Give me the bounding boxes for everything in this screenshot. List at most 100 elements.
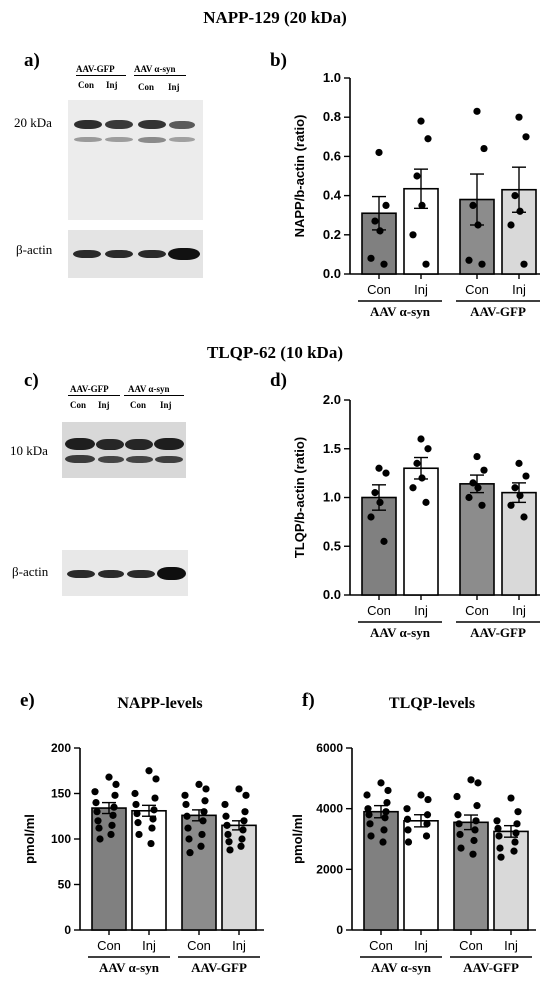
blot-c-lane-2: Inj [98, 400, 110, 410]
chart-d-group-label: AAV α-syn [370, 625, 431, 640]
tlqp-section-title: TLQP-62 (10 kDa) [207, 343, 343, 362]
panel-letter-c: c) [24, 370, 39, 391]
chart-b-data-point [367, 254, 375, 262]
chart-b-data-point [424, 135, 432, 143]
chart-e-data-point [135, 830, 143, 839]
chart-e-data-point [151, 794, 159, 802]
chart-d-data-point [511, 484, 519, 492]
chart-b-data-point [522, 133, 530, 141]
chart-d-bar [403, 467, 439, 596]
chart-f-ylabel: pmol/ml [290, 814, 305, 864]
chart-f-bar [453, 821, 489, 931]
blot-c-group2-label: AAV α-syn [128, 384, 170, 394]
chart-d-category-label: Con [367, 603, 391, 618]
chart-d-category-label: Inj [414, 603, 428, 618]
chart-e-data-point [241, 808, 249, 816]
blot-a-lane-3: Con [138, 82, 155, 92]
chart-b-category-label: Con [465, 282, 489, 297]
chart-e-data-point [93, 808, 101, 816]
chart-e-data-point [223, 821, 231, 829]
chart-d-category-label: Inj [512, 603, 526, 618]
chart-e-data-point [95, 824, 103, 832]
blot-c-group1-line [68, 395, 120, 396]
chart-f-data-point [367, 832, 375, 840]
chart-e-category-label: Con [187, 938, 211, 953]
chart-d-data-point [382, 469, 390, 477]
blot-a-napp-membrane [68, 100, 203, 220]
chart-e-data-point [237, 842, 245, 850]
chart-d-bar [459, 483, 495, 596]
blot-a-actin-label: β-actin [16, 242, 53, 257]
chart-d-group-label: AAV-GFP [470, 625, 526, 640]
chart-d-data-point [371, 489, 379, 497]
chart-e-data-point [148, 824, 156, 832]
panel-letter-a: a) [24, 50, 40, 71]
chart-f-data-point [493, 817, 501, 825]
chart-f-data-point [456, 830, 464, 839]
panel-letter-d: d) [270, 370, 287, 391]
chart-e-data-point [112, 780, 120, 788]
chart-d-ytick-label: 0.0 [323, 587, 341, 602]
chart-f-data-point [471, 826, 479, 834]
chart-e-group-label: AAV α-syn [99, 960, 160, 975]
western-blot-c: AAV-GFP AAV α-syn Con Inj Con Inj 10 kDa… [0, 380, 260, 640]
chart-e-data-point [108, 821, 116, 829]
chart-f-data-point [379, 838, 387, 846]
chart-d-data-point [465, 493, 473, 502]
chart-e-data-point [222, 812, 230, 820]
chart-f-data-point [455, 820, 463, 828]
chart-d-data-point [424, 445, 432, 453]
chart-e-data-point [145, 767, 153, 775]
chart-e-data-point [150, 806, 158, 814]
chart-e-data-point [181, 791, 189, 799]
blot-c-actin-label: β-actin [12, 564, 49, 579]
chart-b-data-point [413, 172, 421, 180]
chart-f-data-point [469, 850, 477, 858]
chart-d-ytick-label: 1.0 [323, 490, 341, 505]
chart-f-data-point [513, 820, 521, 828]
chart-b-ytick-label: 0.6 [323, 148, 341, 163]
chart-b-data-point [516, 207, 524, 215]
chart-b-data-point [418, 201, 426, 209]
chart-e-data-point [225, 838, 233, 846]
chart-f-data-point [404, 838, 413, 846]
chart-f-bar [403, 820, 439, 931]
chart-f-data-point [511, 838, 519, 846]
chart-d-bar [501, 491, 537, 596]
chart-f-data-point [495, 832, 503, 840]
chart-f-ytick-label: 4000 [316, 802, 343, 816]
chart-e-data-point [134, 819, 142, 827]
chart-e-ytick-label: 0 [64, 923, 71, 937]
chart-d-data-point [422, 498, 430, 506]
chart-b-data-point [422, 260, 430, 268]
chart-e-data-point [111, 791, 119, 799]
blot-a-actin-membrane [68, 230, 203, 278]
chart-e-data-point [132, 800, 140, 809]
chart-e-data-point [224, 830, 232, 839]
chart-f-data-point [404, 826, 412, 834]
chart-e-ylabel: pmol/ml [22, 814, 37, 864]
chart-f-data-point [474, 779, 482, 787]
chart-b-ytick-label: 0.0 [323, 266, 341, 281]
chart-f-data-point [470, 836, 478, 845]
chart-b-data-point [409, 231, 417, 239]
chart-f-data-point [494, 824, 502, 832]
chart-d-data-point [478, 501, 486, 509]
chart-f-data-point [454, 811, 462, 819]
chart-b-data-point [371, 217, 379, 225]
chart-f-category-label: Inj [504, 938, 518, 953]
blot-a-group2-label: AAV α-syn [134, 64, 176, 74]
chart-f-data-point [380, 826, 388, 834]
chart-d-data-point [473, 452, 481, 461]
chart-f-ytick-label: 6000 [316, 741, 343, 755]
chart-f-data-point [507, 794, 515, 802]
chart-e-data-point [235, 785, 243, 793]
blot-c-group2-line [124, 395, 184, 396]
chart-e-category-label: Inj [232, 938, 246, 953]
chart-f-data-point [363, 791, 371, 799]
chart-f-data-point [424, 795, 432, 804]
chart-f-data-point [457, 844, 465, 852]
chart-d-ytick-label: 1.5 [323, 441, 341, 456]
chart-e-data-point [197, 842, 205, 850]
chart-d-data-point [367, 513, 375, 521]
